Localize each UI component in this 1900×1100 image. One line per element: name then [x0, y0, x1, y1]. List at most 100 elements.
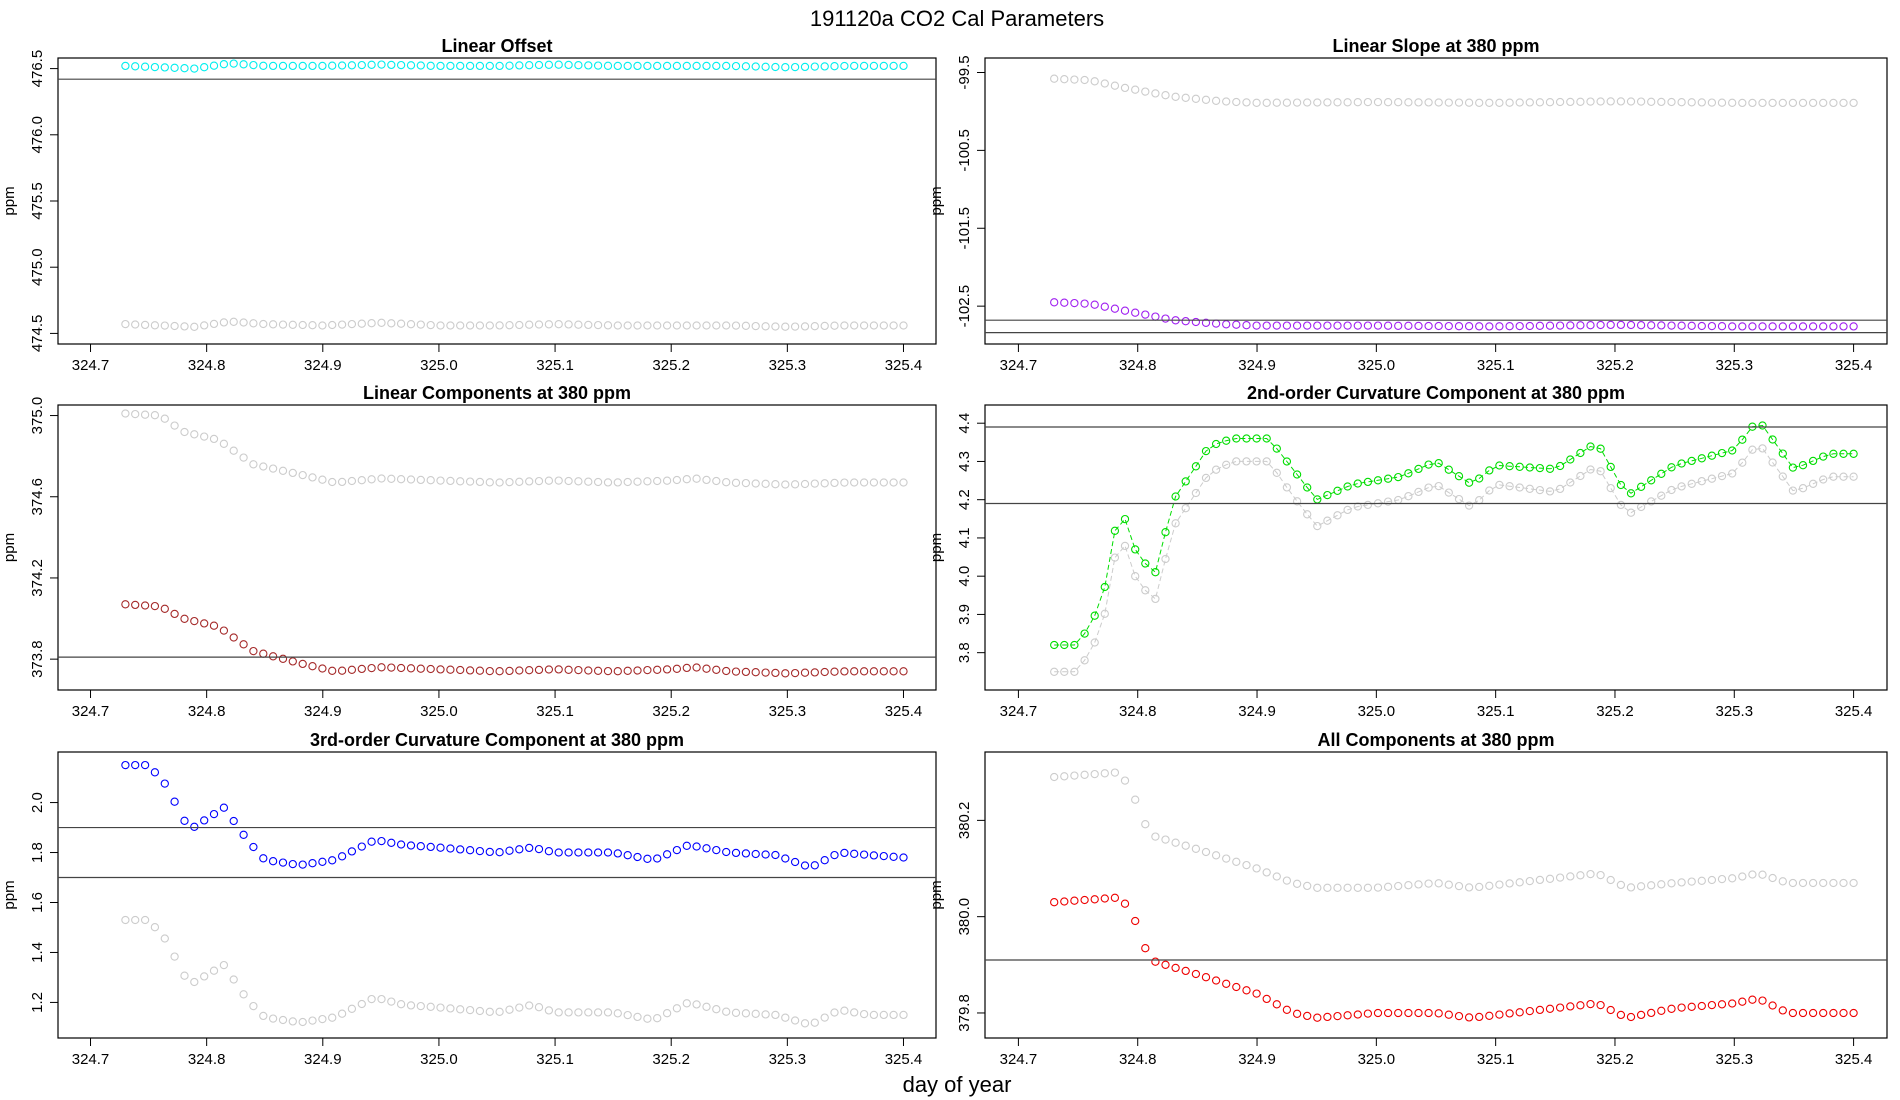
data-point	[1606, 875, 1615, 885]
data-point	[1768, 98, 1777, 108]
data-point	[1566, 321, 1575, 330]
data-point	[515, 666, 524, 675]
data-point	[1636, 321, 1646, 330]
data-point	[1697, 477, 1706, 486]
data-point	[564, 848, 573, 857]
data-point	[584, 320, 593, 330]
data-point	[800, 479, 810, 489]
data-point	[1677, 482, 1686, 491]
data-point	[840, 667, 849, 676]
data-point	[1434, 459, 1443, 468]
data-point	[840, 1006, 849, 1015]
x-tick-label: 324.8	[1119, 703, 1157, 720]
data-point	[820, 1013, 829, 1022]
data-point	[1454, 494, 1464, 504]
data-point	[1313, 321, 1322, 330]
data-point	[495, 667, 504, 676]
data-point	[347, 847, 357, 856]
data-point	[653, 1014, 662, 1023]
data-point	[613, 321, 622, 330]
data-point	[170, 797, 179, 806]
data-point	[1525, 463, 1534, 472]
data-point	[406, 1001, 416, 1010]
data-point	[1728, 874, 1737, 883]
data-point	[209, 809, 219, 819]
data-point	[1161, 528, 1170, 537]
data-point	[1495, 461, 1504, 470]
data-point	[633, 321, 642, 330]
data-point	[1454, 472, 1464, 481]
data-point	[1758, 421, 1767, 430]
data-point	[1272, 468, 1281, 477]
data-point	[1616, 500, 1626, 510]
data-point	[180, 971, 189, 980]
data-point	[1849, 878, 1858, 888]
data-point	[1505, 462, 1514, 471]
data-point	[298, 860, 307, 869]
data-point	[1313, 521, 1322, 531]
data-point	[1778, 449, 1787, 458]
data-point	[722, 666, 731, 676]
data-point	[278, 466, 288, 475]
data-point	[200, 816, 209, 825]
data-point	[1444, 321, 1453, 331]
data-point	[229, 633, 238, 642]
data-point	[505, 61, 514, 70]
data-point	[219, 960, 229, 970]
data-point	[800, 668, 810, 677]
data-point	[662, 665, 672, 674]
data-point	[1120, 514, 1130, 524]
data-point	[1525, 1006, 1534, 1016]
data-point	[1798, 1008, 1808, 1018]
data-point	[1677, 878, 1686, 887]
data-point	[1475, 1012, 1484, 1022]
data-point	[190, 822, 199, 831]
data-point	[337, 1009, 347, 1018]
x-tick-label: 324.7	[1000, 703, 1038, 720]
data-point	[1120, 776, 1130, 785]
data-point	[495, 321, 504, 330]
data-point	[1555, 484, 1565, 494]
data-point	[1282, 876, 1292, 885]
data-point	[790, 1016, 800, 1025]
data-point	[1151, 568, 1160, 577]
data-point	[160, 414, 169, 423]
data-point	[1424, 483, 1433, 492]
data-point	[131, 320, 140, 329]
data-point	[140, 915, 150, 925]
y-tick-label: 3.9	[956, 604, 973, 625]
data-point	[899, 853, 908, 862]
data-point	[1373, 1008, 1383, 1018]
data-point	[584, 666, 593, 675]
data-point	[1303, 1011, 1312, 1021]
data-point	[1444, 465, 1453, 474]
data-point	[1201, 318, 1211, 327]
data-point	[1414, 98, 1423, 107]
data-point	[584, 848, 593, 857]
data-point	[820, 62, 829, 71]
data-point	[475, 666, 485, 675]
data-point	[160, 63, 169, 72]
data-point	[790, 322, 800, 331]
data-point	[1232, 320, 1241, 329]
data-point	[1424, 98, 1433, 107]
y-tick-label: 1.8	[29, 842, 46, 863]
data-point	[1201, 473, 1211, 483]
plot-frame	[57, 404, 937, 691]
x-tick-label: 325.0	[1358, 1051, 1396, 1068]
data-point	[633, 61, 642, 71]
data-point	[1808, 456, 1818, 466]
data-point	[436, 476, 445, 485]
data-point	[810, 322, 819, 331]
x-tick-label: 325.3	[769, 703, 807, 720]
data-point	[1414, 321, 1423, 331]
data-point	[347, 476, 357, 486]
data-point	[741, 478, 751, 488]
data-point	[1232, 434, 1241, 443]
y-tick-label: -102.5	[956, 285, 973, 328]
data-point	[840, 478, 849, 487]
data-point	[1171, 838, 1180, 847]
data-point	[495, 478, 504, 487]
data-point	[1758, 444, 1767, 453]
data-point	[534, 665, 544, 675]
